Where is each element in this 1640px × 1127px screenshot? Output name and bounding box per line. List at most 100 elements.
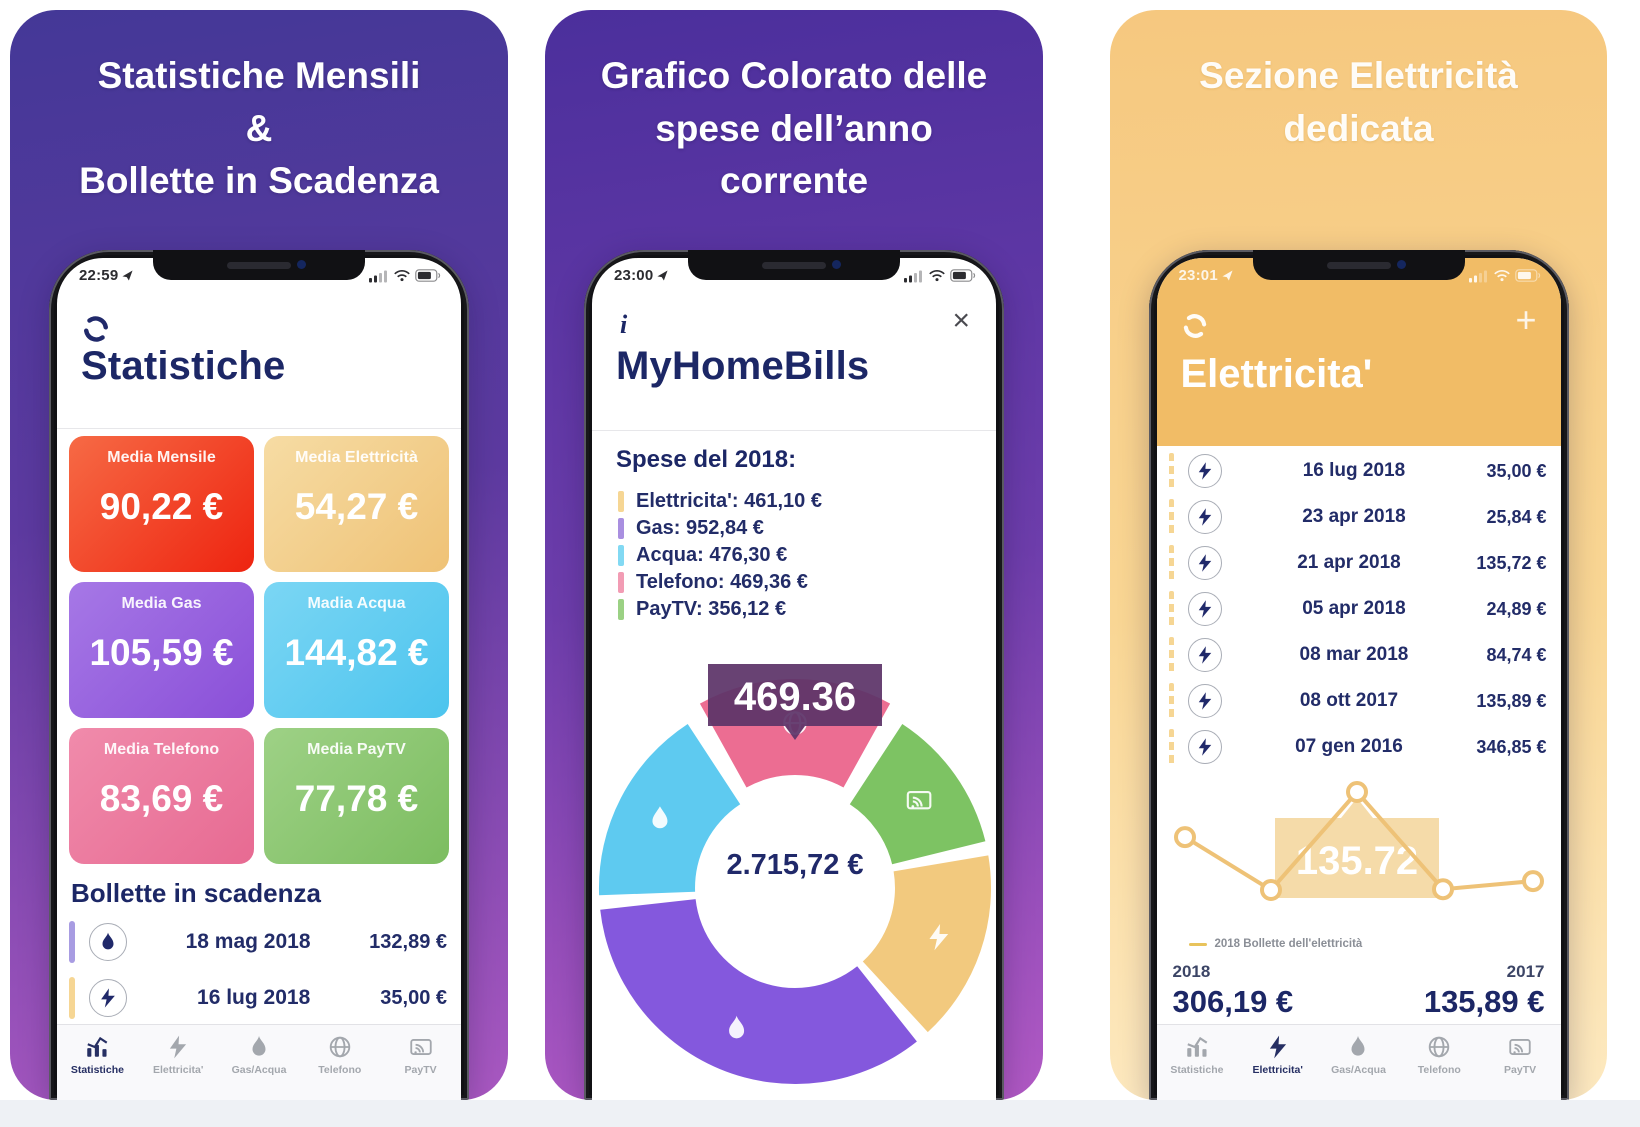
drop-icon — [652, 806, 668, 829]
tv-icon — [409, 1039, 432, 1055]
lightning-icon — [1198, 554, 1211, 572]
headline-line: spese dell’anno — [655, 107, 933, 149]
flame-icon — [252, 1035, 266, 1056]
flame-icon — [102, 932, 114, 950]
bill-amount: 346,85 € — [1476, 736, 1547, 757]
stats-icon — [87, 1036, 108, 1057]
tab-label: Statistiche — [1170, 1064, 1224, 1076]
bill-amount: 132,89 € — [369, 930, 447, 953]
close-icon[interactable]: × — [952, 304, 970, 337]
refresh-button[interactable] — [81, 314, 111, 344]
electricity-bill-row[interactable]: 16 lug 2018 35,00 € — [1168, 448, 1547, 494]
electricity-bill-row[interactable]: 08 ott 2017 135,89 € — [1168, 678, 1547, 724]
stat-card[interactable]: Media Elettricità 54,27 € — [264, 436, 449, 572]
donut-slice-elettricita[interactable] — [862, 855, 992, 1033]
tab-elettricita[interactable]: Elettricita' — [1237, 1025, 1318, 1100]
category-bar — [1168, 591, 1174, 627]
data-point[interactable] — [1345, 781, 1368, 803]
battery-icon — [1514, 269, 1540, 282]
data-point[interactable] — [1521, 870, 1544, 893]
nav-icon — [657, 270, 668, 281]
donut-chart[interactable]: 2.715,72 € 469.36 — [592, 626, 996, 1100]
section-header-background — [1156, 258, 1561, 446]
divider — [57, 428, 461, 429]
status-time: 23:00 — [614, 267, 654, 284]
stat-card[interactable]: Media Gas 105,59 € — [69, 582, 254, 718]
total-right: 135,89 € — [1423, 984, 1545, 1019]
bill-amount: 135,72 € — [1476, 552, 1547, 573]
lightning-icon — [1198, 462, 1211, 480]
lightning-icon — [1198, 738, 1211, 756]
refresh-icon — [1183, 314, 1206, 338]
line-chart[interactable]: 135.72 — [1157, 772, 1561, 939]
stat-card[interactable]: Media Telefono 83,69 € — [69, 728, 254, 864]
tab-telefono[interactable]: Telefono — [1399, 1025, 1480, 1100]
stat-card[interactable]: Madia Acqua 144,82 € — [264, 582, 449, 718]
headline-line: Sezione Elettricità — [1199, 55, 1518, 96]
stat-card-value: 54,27 € — [294, 485, 419, 527]
signal-icon — [369, 270, 387, 282]
donut-slice-gas[interactable] — [600, 899, 917, 1085]
tab-statistiche[interactable]: Statistiche — [57, 1025, 138, 1100]
electricity-bill-row[interactable]: 21 apr 2018 135,72 € — [1168, 540, 1547, 586]
headline-line: Grafico Colorato delle — [600, 55, 988, 96]
refresh-button[interactable] — [1181, 312, 1209, 340]
bill-date: 16 lug 2018 — [1302, 460, 1406, 481]
lightning-icon — [101, 988, 115, 1008]
electricity-bill-row[interactable]: 08 mar 2018 84,74 € — [1168, 632, 1547, 678]
due-bill-row[interactable]: 16 lug 2018 35,00 € — [69, 974, 447, 1022]
status-time: 23:01 — [1178, 267, 1218, 284]
tab-paytv[interactable]: PayTV — [1480, 1025, 1561, 1100]
donut-slice-paytv[interactable] — [849, 724, 986, 865]
headline-line: & — [245, 107, 273, 149]
bill-amount: 24,89 € — [1486, 598, 1547, 619]
add-bill-button[interactable]: + — [1515, 299, 1537, 340]
data-point[interactable] — [1431, 878, 1454, 901]
flame-icon — [89, 923, 127, 961]
tab-label: Telefono — [318, 1064, 362, 1076]
lightning-icon — [1187, 638, 1222, 672]
stat-card[interactable]: Media Mensile 90,22 € — [69, 436, 254, 572]
lightning-icon — [170, 1035, 187, 1059]
total-left: 306,19 € — [1172, 984, 1294, 1019]
tab-gasacqua[interactable]: Gas/Acqua — [1318, 1025, 1399, 1100]
section-title: Bollette in scadenza — [71, 878, 321, 908]
bill-date: 23 apr 2018 — [1302, 506, 1406, 527]
tab-elettricita[interactable]: Elettricita' — [138, 1025, 219, 1100]
flame-icon — [1351, 1035, 1365, 1056]
category-bar — [1168, 637, 1174, 673]
nav-icon — [1222, 270, 1233, 281]
legend-label: 2018 Bollette dell'elettricità — [1214, 938, 1363, 950]
electricity-bills-list: 16 lug 2018 35,00 € 23 apr 2018 25,84 € 21 a… — [1168, 448, 1547, 770]
stat-card-value: 144,82 € — [284, 631, 429, 673]
data-point[interactable] — [1173, 826, 1196, 849]
electricity-bill-row[interactable]: 07 gen 2016 346,85 € — [1168, 724, 1547, 770]
due-bill-row[interactable]: 18 mag 2018 132,89 € — [69, 918, 447, 966]
wifi-icon — [394, 270, 410, 282]
headline-line: dedicata — [1283, 107, 1434, 149]
electricity-bill-row[interactable]: 05 apr 2018 24,89 € — [1168, 586, 1547, 632]
electricity-bill-row[interactable]: 23 apr 2018 25,84 € — [1168, 494, 1547, 540]
lightning-icon — [1198, 600, 1211, 618]
info-icon[interactable]: i — [620, 310, 628, 339]
globe-icon — [329, 1036, 351, 1058]
bill-amount: 135,89 € — [1476, 690, 1547, 711]
data-point[interactable] — [1259, 879, 1282, 901]
year-totals: 306,19 € 135,89 € — [1173, 984, 1545, 1020]
lightning-icon — [1187, 684, 1222, 718]
tv-icon — [906, 791, 932, 810]
year-labels: 2018 2017 — [1173, 962, 1545, 982]
panel-elettricita: Sezione Elettricità dedicata 23:01 + Ele… — [1110, 10, 1607, 1100]
divider — [592, 430, 996, 431]
line-chart-legend: 2018 Bollette dell'elettricità — [1188, 938, 1363, 950]
tab-paytv[interactable]: PayTV — [380, 1025, 461, 1100]
tab-telefono[interactable]: Telefono — [299, 1025, 380, 1100]
speaker-slot — [762, 262, 826, 269]
stat-card[interactable]: Media PayTV 77,78 € — [264, 728, 449, 864]
tab-statistiche[interactable]: Statistiche — [1157, 1025, 1238, 1100]
tab-label: PayTV — [404, 1064, 437, 1076]
globe-icon — [1429, 1036, 1450, 1058]
tab-gasacqua[interactable]: Gas/Acqua — [219, 1025, 300, 1100]
donut-slice-acqua[interactable] — [598, 724, 741, 896]
